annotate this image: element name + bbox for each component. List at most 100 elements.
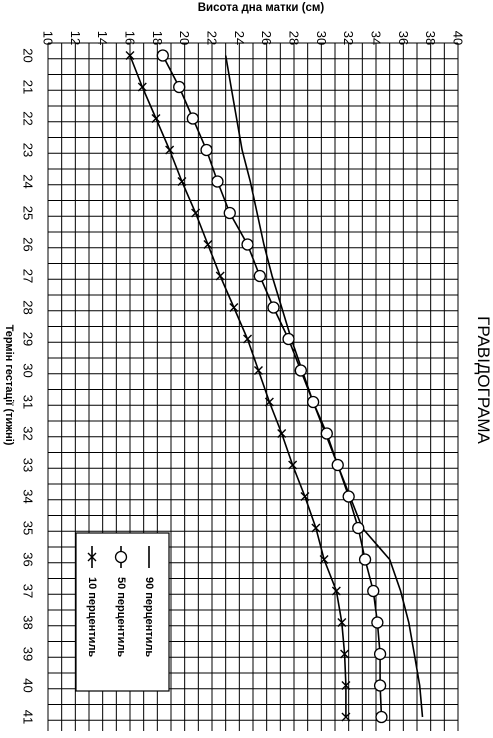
circle-marker (211, 175, 224, 188)
height-tick-label: 24 (232, 31, 247, 45)
week-tick-label: 22 (21, 111, 36, 125)
week-tick-label: 37 (21, 584, 36, 598)
week-tick-label: 26 (21, 237, 36, 251)
circle-marker (253, 269, 266, 283)
circle-marker (186, 112, 200, 125)
x-axis-label: Термін гестації (тижні) (3, 325, 15, 446)
cross-marker (87, 552, 97, 562)
legend-label: 50 перцентиль (115, 577, 127, 657)
height-tick-label: 28 (287, 31, 302, 45)
week-tick-label: 28 (21, 300, 36, 314)
cross-marker (125, 51, 135, 60)
week-tick-label: 21 (21, 80, 36, 94)
circle-marker (114, 550, 128, 564)
circle-marker (373, 679, 387, 692)
circle-marker (352, 521, 365, 535)
circle-marker (173, 80, 186, 94)
cross-marker (203, 240, 213, 249)
week-tick-label: 30 (21, 363, 36, 377)
week-tick-label: 25 (21, 206, 36, 220)
series-line (162, 55, 383, 718)
circle-marker (331, 458, 344, 472)
height-tick-labels: 10 12 14 16 18 20 22 24 26 28 30 32 34 36 38 40 (41, 31, 466, 45)
cross-marker (151, 114, 161, 123)
height-tick-label: 32 (341, 31, 356, 45)
data-series (125, 49, 424, 724)
week-tick-label: 34 (21, 489, 36, 503)
circle-marker (358, 553, 372, 566)
cross-marker (253, 366, 263, 375)
week-tick-label: 33 (21, 458, 36, 472)
week-tick-label: 23 (21, 143, 36, 157)
height-tick-label: 34 (369, 31, 384, 45)
height-tick-label: 14 (95, 31, 110, 45)
week-tick-label: 24 (21, 174, 36, 188)
series-1 (224, 55, 424, 718)
height-tick-label: 30 (314, 31, 329, 45)
height-tick-label: 16 (123, 31, 138, 45)
week-tick-label: 27 (21, 269, 36, 283)
circle-marker (267, 301, 280, 314)
week-tick-label: 29 (21, 332, 36, 346)
height-tick-label: 18 (150, 31, 165, 45)
circle-marker (373, 647, 387, 661)
cross-marker (215, 271, 225, 281)
circle-marker (294, 364, 307, 377)
cross-marker (177, 177, 187, 186)
height-tick-label: 36 (396, 31, 411, 45)
height-tick-label: 10 (41, 31, 56, 45)
cross-marker (337, 618, 347, 627)
week-tick-labels: 20 21 22 23 24 25 26 27 28 29 30 31 32 33 34 35 36 37 38 39… (21, 48, 36, 724)
height-tick-label: 12 (68, 31, 83, 45)
chart-title: ГРАВІДОГРАМА (474, 316, 493, 444)
cross-marker (311, 523, 321, 533)
cross-marker (277, 429, 287, 438)
circle-marker (156, 49, 169, 62)
week-tick-label: 35 (21, 521, 36, 535)
circle-marker (241, 238, 254, 251)
week-tick-label: 31 (21, 395, 36, 409)
cross-marker (229, 303, 239, 312)
week-tick-label: 39 (21, 647, 36, 661)
circle-marker (371, 616, 384, 629)
cross-marker (243, 334, 253, 344)
height-tick-label: 38 (423, 31, 438, 45)
series-line (224, 55, 424, 718)
legend-label: 90 перцентиль (143, 577, 155, 657)
series-line (129, 55, 347, 717)
cross-marker (331, 586, 341, 596)
week-tick-label: 38 (21, 615, 36, 629)
series-2 (156, 49, 388, 724)
week-tick-label: 20 (21, 48, 36, 62)
circle-marker (306, 395, 320, 409)
cross-marker (300, 492, 310, 501)
circle-marker (200, 143, 213, 157)
circle-marker (342, 490, 355, 503)
cross-marker (319, 555, 329, 564)
cross-marker (341, 681, 351, 690)
height-tick-label: 22 (205, 31, 220, 45)
cross-marker (165, 145, 175, 155)
circle-marker (367, 584, 380, 598)
cross-marker (340, 649, 350, 659)
legend-label: 10 перцентиль (86, 577, 98, 657)
y-axis-label: Висота дна матки (см) (198, 2, 325, 14)
height-tick-label: 20 (177, 31, 192, 45)
week-tick-label: 36 (21, 552, 36, 566)
circle-marker (223, 206, 236, 220)
cross-marker (137, 82, 147, 92)
week-tick-label: 41 (21, 710, 36, 724)
week-tick-label: 32 (21, 426, 36, 440)
chart-grid (47, 42, 459, 731)
height-tick-label: 40 (451, 31, 466, 45)
series-3 (125, 51, 351, 722)
cross-marker (264, 397, 274, 407)
circle-marker (320, 427, 333, 440)
circle-marker (375, 710, 388, 724)
legend: 90 перцентиль 50 перцентиль 10 перцентиль (75, 532, 170, 692)
height-tick-label: 26 (259, 31, 274, 45)
cross-marker (191, 208, 201, 218)
week-tick-label: 40 (21, 678, 36, 692)
cross-marker (288, 460, 298, 470)
